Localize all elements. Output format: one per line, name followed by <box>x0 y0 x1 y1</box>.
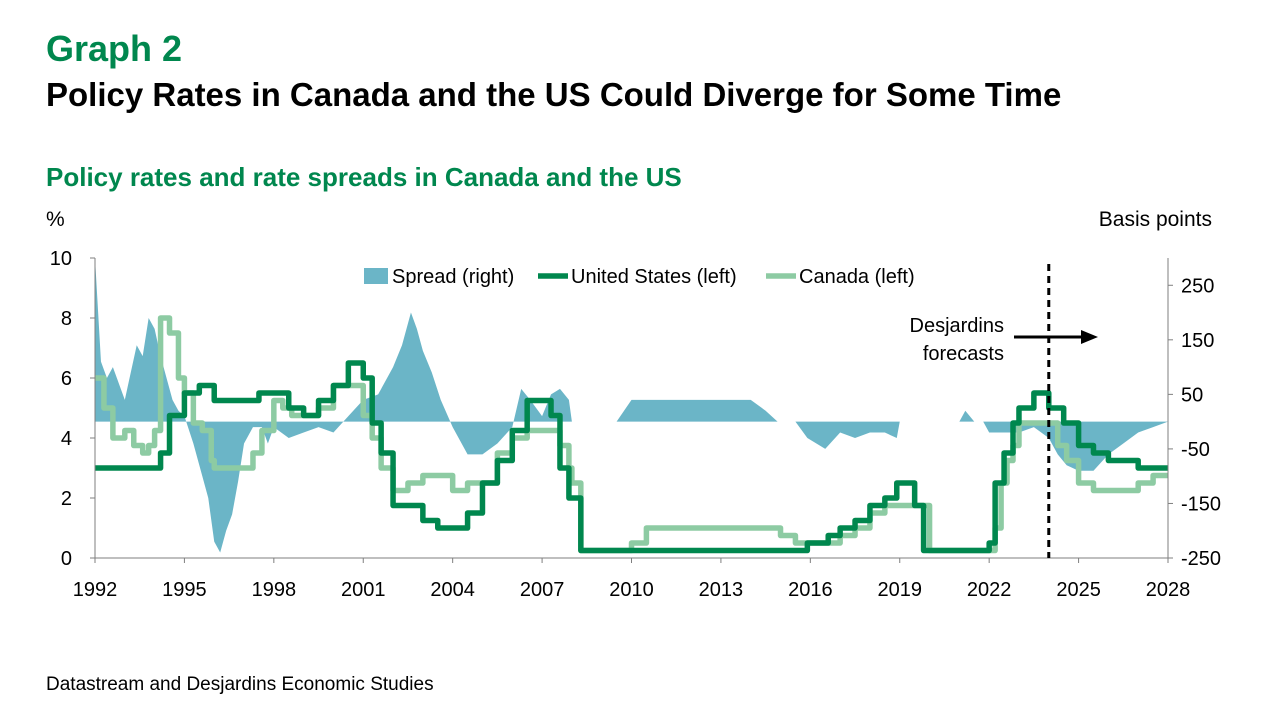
chart-subtitle: Policy rates and rate spreads in Canada … <box>46 162 682 192</box>
legend-label-us: United States (left) <box>571 266 737 288</box>
graph-number: Graph 2 <box>46 28 183 69</box>
left-tick-label: 6 <box>61 368 72 390</box>
x-tick-label: 2022 <box>967 579 1012 601</box>
right-axis-label: Basis points <box>1099 208 1212 231</box>
canada-line <box>95 315 1168 554</box>
x-tick-label: 2016 <box>788 579 833 601</box>
x-tick-label: 2001 <box>341 579 386 601</box>
us-line <box>95 360 1168 554</box>
right-tick-label: 250 <box>1181 275 1214 297</box>
x-tick-label: 2010 <box>609 579 654 601</box>
annotation-line-2: forecasts <box>923 343 1004 365</box>
left-axis-label: % <box>46 208 65 231</box>
left-tick-label: 10 <box>50 248 72 270</box>
legend-label-spread: Spread (right) <box>392 266 514 288</box>
x-tick-label: 1998 <box>252 579 297 601</box>
legend-label-canada: Canada (left) <box>799 266 915 288</box>
forecast-arrow-icon <box>1081 330 1098 344</box>
source-note: Datastream and Desjardins Economic Studi… <box>46 674 434 695</box>
right-tick-label: -50 <box>1181 439 1210 461</box>
x-tick-label: 2028 <box>1146 579 1191 601</box>
x-tick-label: 1992 <box>73 579 118 601</box>
graph-title: Policy Rates in Canada and the US Could … <box>46 76 1062 113</box>
annotation-line-1: Desjardins <box>910 315 1004 337</box>
x-tick-label: 2007 <box>520 579 565 601</box>
x-tick-label: 2019 <box>878 579 923 601</box>
left-tick-label: 8 <box>61 308 72 330</box>
legend-swatch-spread <box>364 268 388 284</box>
left-tick-label: 2 <box>61 488 72 510</box>
x-tick-label: 2004 <box>430 579 475 601</box>
left-tick-label: 0 <box>61 548 72 570</box>
x-tick-label: 2025 <box>1056 579 1101 601</box>
right-tick-label: -150 <box>1181 493 1221 515</box>
right-tick-label: 150 <box>1181 330 1214 352</box>
right-tick-label: 50 <box>1181 384 1203 406</box>
spread-area <box>95 258 1168 553</box>
x-tick-label: 2013 <box>699 579 744 601</box>
left-tick-label: 4 <box>61 428 72 450</box>
x-tick-label: 1995 <box>162 579 207 601</box>
right-tick-label: -250 <box>1181 548 1221 570</box>
